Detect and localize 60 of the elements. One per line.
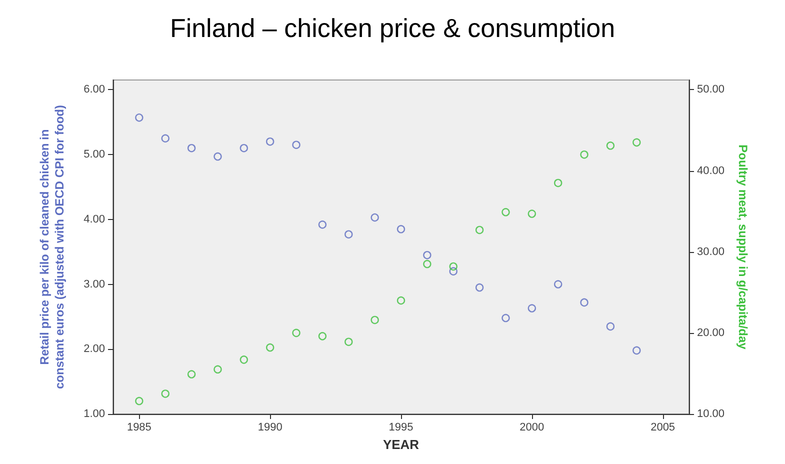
point (135, 114, 144, 122)
y-tick-label: 1.00 (84, 408, 105, 420)
point (528, 304, 536, 312)
point (318, 332, 327, 340)
y-axis-title: Retail price per kilo of cleaned chicken in constant euros (adjusted with OECD CPI for food) (38, 104, 66, 390)
point (449, 267, 458, 276)
chart-title: Finland – chicken price & consumption (170, 13, 616, 43)
x-tick-label: 2000 (520, 422, 544, 434)
point (292, 140, 300, 149)
point (502, 208, 510, 216)
y2-axis-title: Poultry meat, supply in g/capita/day (736, 144, 750, 350)
point (423, 251, 432, 260)
point (554, 280, 562, 288)
point (449, 262, 458, 271)
point (475, 283, 484, 292)
y-tick-label: 4.00 (84, 213, 105, 226)
point (396, 225, 406, 234)
point (292, 328, 300, 338)
point (161, 134, 170, 142)
x-tick-label: 1985 (126, 422, 152, 434)
y2-tick-label: 50.00 (697, 84, 725, 96)
point (632, 346, 641, 355)
y2-tick-label: 20.00 (697, 326, 725, 339)
y2-tick-label: 40.00 (697, 164, 725, 177)
point (240, 144, 248, 152)
point (214, 152, 222, 161)
point (580, 150, 588, 159)
point (554, 178, 562, 188)
point (318, 220, 327, 229)
point (266, 343, 274, 352)
point (370, 213, 379, 222)
point (475, 226, 484, 234)
point (187, 144, 196, 152)
point (240, 356, 248, 364)
x-axis-title: YEAR (382, 437, 420, 452)
point (423, 260, 432, 268)
y-tick-label: 6.00 (84, 84, 105, 96)
x-tick-label: 1995 (388, 422, 414, 434)
x-tick-label: 2005 (650, 422, 676, 434)
point (396, 296, 406, 305)
y2-tick-label: 10.00 (697, 408, 725, 420)
point (214, 365, 222, 374)
point (606, 322, 615, 331)
point (344, 338, 353, 346)
y2-tick-label: 30.00 (697, 246, 725, 258)
point (632, 138, 641, 147)
point (606, 142, 615, 150)
point (266, 138, 274, 146)
y-tick-label: 3.00 (84, 278, 105, 290)
point (580, 298, 588, 307)
x-tick-label: 1990 (258, 422, 282, 434)
y-tick-label: 5.00 (84, 148, 105, 161)
point (528, 210, 536, 218)
point (187, 370, 196, 378)
point (344, 230, 353, 238)
point (502, 314, 510, 322)
point (370, 316, 379, 324)
y-tick-label: 2.00 (84, 343, 105, 356)
point (161, 390, 170, 398)
point (135, 396, 144, 406)
